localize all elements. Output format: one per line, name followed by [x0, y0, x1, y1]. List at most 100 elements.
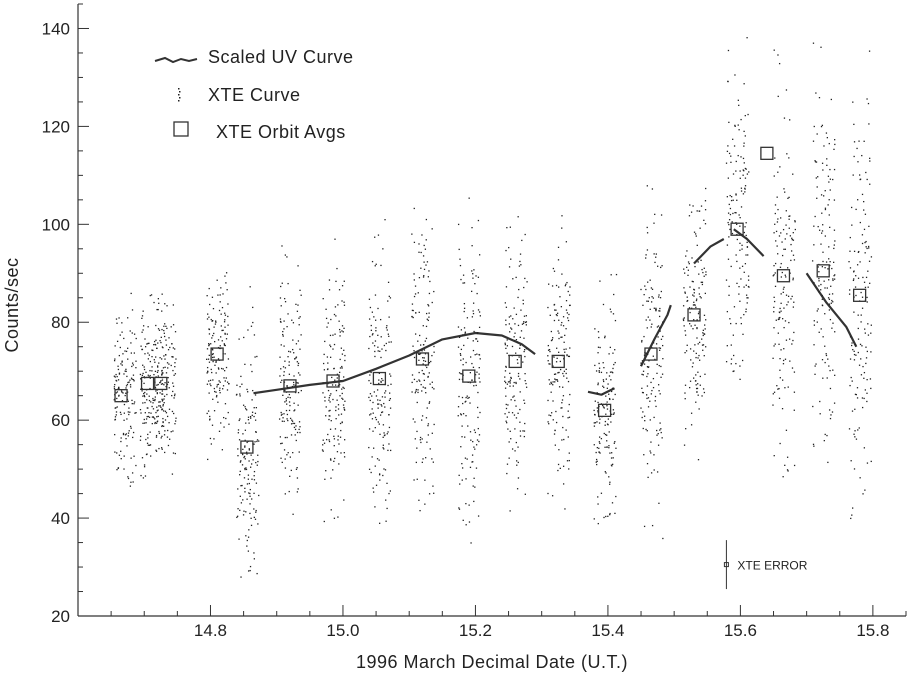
xte-point [217, 358, 220, 360]
xte-point [149, 387, 151, 390]
xte-point [411, 309, 414, 312]
xte-point [785, 276, 787, 278]
xte-point [174, 362, 176, 364]
xte-point [156, 416, 158, 418]
xte-point [565, 429, 567, 431]
xte-point [561, 227, 563, 229]
xte-point [653, 253, 655, 255]
xte-point [473, 269, 475, 271]
xte-point [337, 404, 340, 406]
xte-point [658, 294, 660, 296]
legend-xte-dot [178, 88, 180, 90]
xte-point [609, 398, 611, 401]
xte-point [513, 336, 515, 338]
xte-point [701, 268, 703, 271]
xte-point [425, 337, 428, 340]
xte-point [412, 418, 414, 420]
xte-point [740, 317, 742, 319]
xte-point [141, 390, 143, 392]
xte-point [419, 353, 421, 356]
xte-point [730, 358, 733, 360]
xte-point [517, 324, 520, 327]
xte-point [645, 428, 647, 431]
xte-point [656, 429, 658, 432]
xte-point [150, 294, 153, 296]
xte-point [469, 466, 472, 469]
xte-point [279, 375, 281, 377]
xte-point [554, 373, 557, 375]
xte-point [700, 259, 702, 261]
xte-point [219, 392, 221, 394]
xte-point [783, 248, 785, 250]
xte-point [656, 434, 658, 436]
xte-point [431, 458, 433, 460]
xte-point [338, 414, 340, 416]
xte-point [612, 457, 614, 459]
xte-point [786, 456, 789, 458]
xte-point [161, 379, 164, 381]
xte-point [170, 364, 172, 367]
xte-point [557, 330, 559, 332]
xte-point [368, 347, 370, 350]
xte-point [782, 359, 785, 362]
xte-point [793, 331, 795, 334]
xte-point [299, 431, 301, 434]
xte-point [646, 226, 648, 229]
y-tick-label: 20 [51, 607, 70, 626]
xte-point [161, 383, 164, 385]
xte-point [547, 355, 549, 357]
xte-point [604, 424, 606, 426]
xte-point [520, 330, 523, 332]
xte-point [214, 340, 216, 343]
xte-point [342, 331, 344, 333]
xte-point [224, 319, 226, 321]
xte-point [295, 356, 298, 358]
xte-point [610, 421, 612, 423]
xte-point [745, 254, 747, 256]
xte-point [160, 341, 162, 344]
xte-point [774, 343, 776, 345]
xte-point [471, 316, 474, 318]
xte-point [784, 464, 786, 466]
xte-point [114, 433, 116, 436]
xte-point [423, 373, 425, 375]
xte-point [294, 358, 296, 360]
xte-point [784, 248, 787, 250]
xte-point [783, 348, 785, 350]
xte-point [781, 241, 783, 243]
xte-point [116, 406, 118, 408]
orbit-avg-marker [644, 347, 658, 361]
xte-point [172, 430, 174, 432]
xte-point [216, 394, 218, 397]
xte-point [379, 433, 381, 436]
xte-point [427, 319, 429, 322]
xte-point [371, 456, 373, 458]
xte-point [146, 442, 149, 444]
xte-point [689, 311, 691, 314]
xte-point [655, 405, 657, 408]
uv-curve-segment [253, 331, 536, 395]
xte-point [850, 376, 852, 379]
xte-point [221, 449, 224, 451]
xte-point [413, 295, 416, 298]
xte-point [209, 379, 212, 382]
xte-point [474, 448, 476, 450]
xte-point [374, 340, 377, 342]
xte-point [852, 348, 854, 351]
xte-point [457, 415, 459, 417]
xte-point [561, 399, 564, 401]
xte-point [690, 412, 693, 414]
xte-point [149, 360, 152, 363]
xte-point [518, 265, 521, 267]
xte-point [794, 221, 796, 223]
xte-point [243, 477, 246, 479]
xte-point [414, 293, 417, 295]
xte-point [283, 420, 285, 423]
xte-point [773, 311, 775, 313]
xte-point [280, 411, 282, 414]
xte-point [698, 210, 700, 212]
xte-point [334, 333, 336, 335]
xte-point [475, 467, 478, 469]
xte-point [472, 310, 474, 312]
